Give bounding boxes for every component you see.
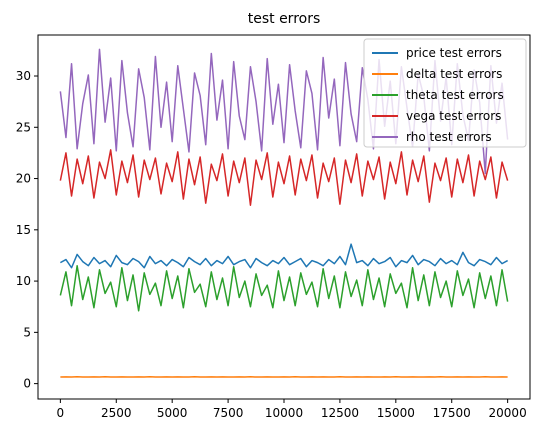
legend-box: [363, 38, 527, 148]
x-tick-label: 0: [57, 406, 65, 420]
legend-label: delta test errors: [406, 67, 502, 81]
y-tick-label: 15: [16, 223, 31, 237]
legend-label: vega test errors: [406, 109, 501, 123]
y-tick-label: 30: [16, 69, 31, 83]
y-axis: 0 5 10 15 20 25 30: [16, 69, 38, 391]
x-tick-label: 2500: [101, 406, 132, 420]
y-tick-label: 20: [16, 172, 31, 186]
x-tick-label: 17500: [433, 406, 471, 420]
x-axis: 0 2500 5000 7500 10000 12500 15000 17500 20000: [57, 399, 527, 420]
series-line-3: [59, 149, 509, 206]
y-tick-label: 5: [23, 325, 31, 339]
legend: price test errors delta test errors theta …: [363, 38, 527, 148]
legend-label: rho test errors: [406, 130, 492, 144]
x-tick-label: 7500: [213, 406, 244, 420]
y-tick-label: 25: [16, 120, 31, 134]
y-tick-label: 10: [16, 274, 31, 288]
series-line-0: [59, 243, 509, 269]
x-tick-label: 12500: [321, 406, 359, 420]
axes-frame: [37, 34, 531, 400]
legend-label: price test errors: [406, 46, 502, 60]
legend-label: theta test errors: [406, 88, 504, 102]
series-line-2: [59, 264, 509, 312]
x-tick-label: 20000: [489, 406, 527, 420]
x-tick-label: 5000: [157, 406, 188, 420]
x-tick-label: 15000: [377, 406, 415, 420]
chart-title: test errors: [248, 11, 321, 27]
y-tick-label: 0: [23, 377, 31, 391]
x-tick-label: 10000: [265, 406, 303, 420]
